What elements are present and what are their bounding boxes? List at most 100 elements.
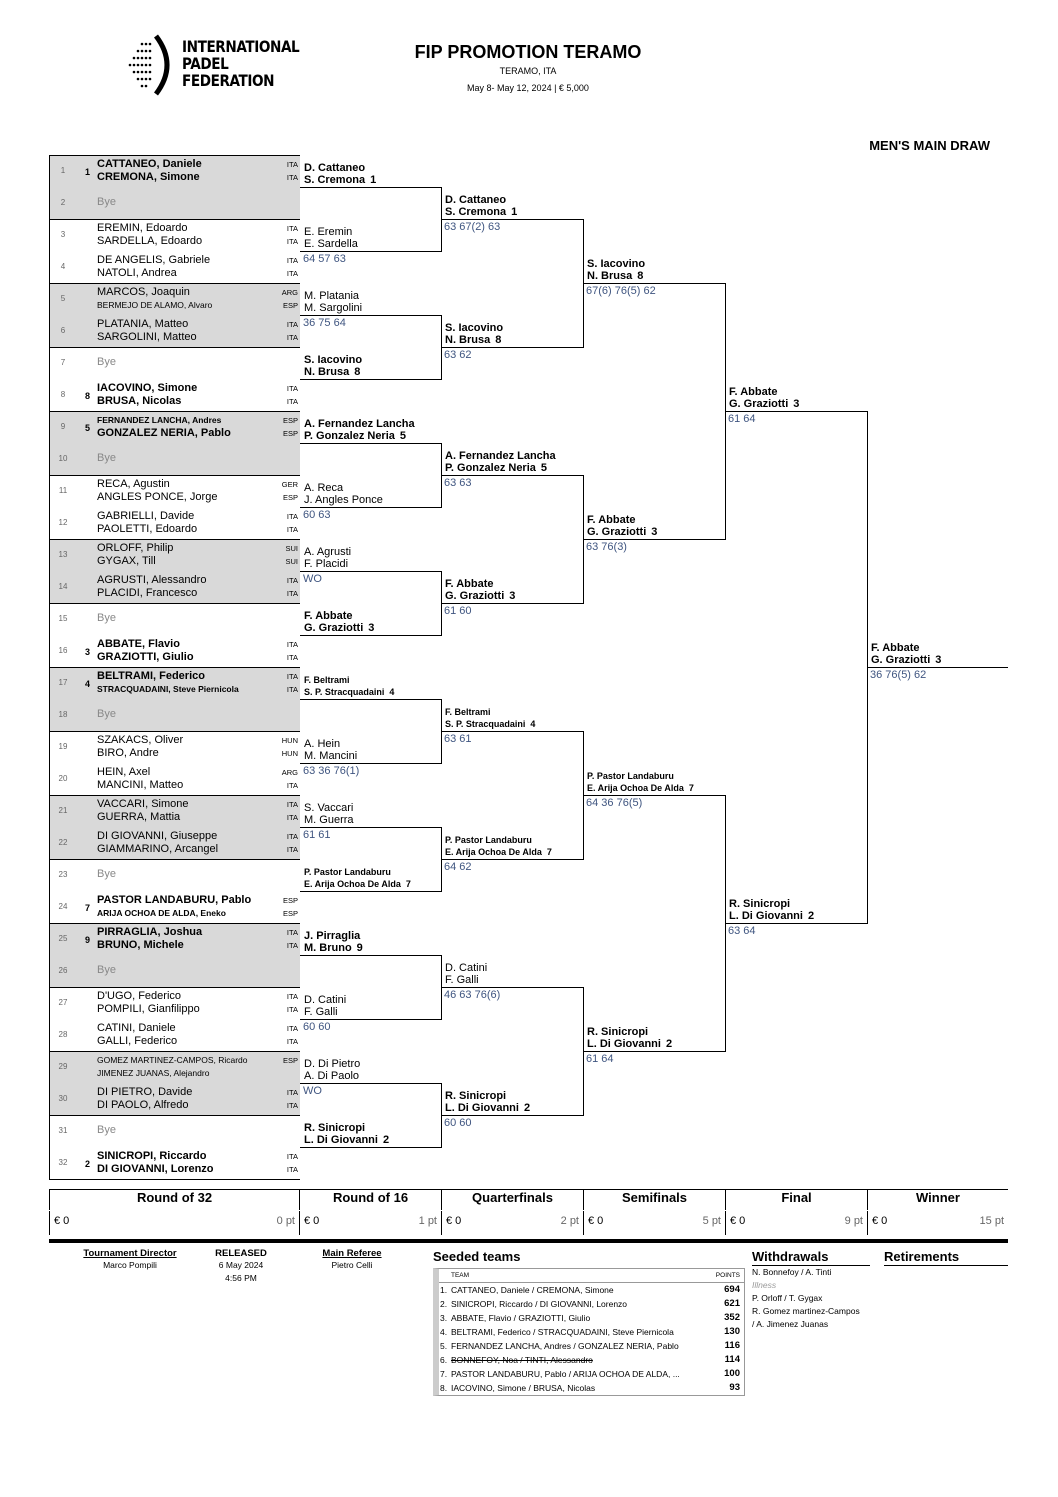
bracket-line	[300, 251, 441, 252]
round-header-2: Quarterfinals	[441, 1190, 583, 1210]
player-nation: ARG	[281, 288, 298, 297]
winner-player-1: A. Fernandez Lancha	[304, 418, 415, 430]
winner-player-2: F. Placidi	[304, 558, 351, 570]
entry-number: 23	[58, 870, 68, 879]
winner-player-2: S. P. Stracquadaini 4	[304, 686, 394, 698]
director-name: Marco Pompili	[103, 1260, 157, 1270]
player-name: GALLI, Federico	[97, 1035, 178, 1047]
match-winner: M. Platania M. Sargolini	[304, 290, 362, 314]
player-name: BELTRAMI, Federico	[97, 670, 205, 682]
match-winner: A. Reca J. Angles Ponce	[304, 482, 383, 506]
winner-player-1: S. Iacovino	[587, 258, 646, 270]
match-score: 63 63	[444, 477, 472, 489]
player-name: DI PAOLO, Alfredo	[97, 1099, 189, 1111]
player-name: ARIJA OCHOA DE ALDA, Eneko	[97, 908, 226, 918]
match-winner: D. Cattaneo S. Cremona 1	[304, 162, 376, 186]
winner-player-2: P. Gonzalez Neria 5	[445, 462, 556, 474]
match-score: 63 62	[444, 349, 472, 361]
winner-player-2: P. Gonzalez Neria 5	[304, 430, 415, 442]
seeded-team-left: 3. ABBATE, Flavio / GRAZIOTTI, Giulio	[439, 1311, 590, 1325]
round-prize-cell: € 0 2 pt	[441, 1211, 583, 1235]
winner-player-2-name: L. Di Giovanni	[304, 1134, 378, 1146]
winner-player-1: P. Pastor Landaburu	[304, 867, 391, 877]
entry-number: 30	[58, 1094, 68, 1103]
seeded-team-row: 3. ABBATE, Flavio / GRAZIOTTI, Giulio 352	[439, 1311, 744, 1325]
seeded-team-points: 621	[724, 1298, 740, 1309]
player-name: GOMEZ MARTINEZ-CAMPOS, Ricardo	[97, 1055, 248, 1065]
player-name: GABRIELLI, Davide	[97, 510, 195, 522]
prize-money: € 0	[588, 1215, 604, 1227]
seeded-team-row: 6. BONNEFOY, Noa / TINTI, Alessandro 114	[439, 1353, 744, 1367]
player-nation: ITA	[286, 333, 298, 342]
team-col-header: TEAM	[451, 1272, 470, 1279]
winner-player-2-name: S. Cremona	[304, 174, 366, 186]
player-nation: ITA	[286, 160, 298, 169]
bracket-line	[583, 283, 725, 284]
seeded-team-name: ABBATE, Flavio / GRAZIOTTI, Giulio	[451, 1313, 591, 1323]
player-name: PLACIDI, Francesco	[97, 587, 198, 599]
match-score: 63 67(2) 63	[444, 221, 501, 233]
row-divider	[49, 283, 300, 284]
player-nation: ITA	[286, 928, 298, 937]
bye-label: Bye	[97, 612, 116, 624]
winner-player-2-name: M. Bruno	[304, 942, 352, 954]
entry-number: 32	[58, 1158, 68, 1167]
match-winner: F. Abbate G. Graziotti 3	[304, 610, 374, 634]
seeded-team-points: 100	[724, 1368, 740, 1379]
seeded-title: Seeded teams	[433, 1249, 521, 1264]
released: RELEASED 6 May 2024 4:56 PM	[205, 1248, 277, 1285]
tournament-dates: May 8- May 12, 2024 | € 5,000	[467, 83, 589, 93]
bracket-line	[300, 1083, 441, 1084]
player-nation: ITA	[286, 640, 298, 649]
seeded-header: TEAM POINTS	[439, 1269, 744, 1283]
player-nation: ITA	[286, 800, 298, 809]
match-score: 63 61	[444, 733, 472, 745]
match-winner: D. Catini F. Galli	[445, 962, 487, 986]
draw-entry-row: 32 2 SINICROPI, Riccardo ITA DI GIOVANNI, Lo…	[49, 1147, 300, 1179]
row-divider	[49, 667, 300, 668]
seeded-team-left: 8. IACOVINO, Simone / BRUSA, Nicolas	[439, 1381, 595, 1395]
seeded-team-left: 2. SINICROPI, Riccardo / DI GIOVANNI, Lor…	[439, 1297, 627, 1311]
winner-seed: 7	[405, 879, 411, 889]
row-divider	[49, 1179, 300, 1180]
round-header-5: Winner	[867, 1190, 1008, 1210]
player-nation: ITA	[286, 941, 298, 950]
bracket-line	[441, 347, 583, 348]
draw-title: MEN'S MAIN DRAW	[869, 138, 990, 153]
winner-player-1: D. Catini	[304, 994, 347, 1006]
player-nation: SUI	[285, 557, 298, 566]
match-score: 36 75 64	[303, 317, 346, 329]
winner-player-2-name: G. Graziotti	[587, 526, 647, 538]
winner-player-2-name: E. Arija Ochoa De Alda	[587, 783, 684, 793]
winner-player-1: D. Catini	[445, 962, 488, 974]
draw-entry-row: 12 GABRIELLI, Davide ITA PAOLETTI, Edoardo I…	[49, 507, 300, 539]
player-name: D'UGO, Federico	[97, 990, 182, 1002]
winner-seed: 3	[935, 654, 942, 666]
draw-entry-row: 5 MARCOS, Joaquin ARG BERMEJO DE ALAMO, Alv…	[49, 283, 300, 315]
winner-player-1: S. Iacovino	[445, 322, 504, 334]
winner-player-2-name: P. Gonzalez Neria	[445, 462, 536, 474]
seeded-team-row: 2. SINICROPI, Riccardo / DI GIOVANNI, Lor…	[439, 1297, 744, 1311]
match-score: 64 57 63	[303, 253, 346, 265]
match-score: 63 36 76(1)	[303, 765, 360, 777]
match-winner: R. Sinicropi L. Di Giovanni 2	[445, 1090, 530, 1114]
entry-number: 26	[58, 966, 68, 975]
entry-number: 3	[60, 230, 66, 239]
winner-player-2: L. Di Giovanni 2	[729, 910, 814, 922]
withdrawal-entry: / A. Jimenez Juanas	[752, 1319, 829, 1329]
match-winner: P. Pastor Landaburu E. Arija Ochoa De Ald…	[445, 834, 552, 858]
entry-number: 28	[58, 1030, 68, 1039]
draw-entry-row: 6 PLATANIA, Matteo ITA SARGOLINI, Matteo ITA	[49, 315, 300, 347]
bracket-line	[300, 187, 441, 188]
seeded-team-name: IACOVINO, Simone / BRUSA, Nicolas	[451, 1383, 596, 1393]
match-score: 46 63 76(6)	[444, 989, 501, 1001]
row-divider	[49, 1051, 300, 1052]
match-score: 64 36 76(5)	[586, 797, 643, 809]
withdrawal-reason: Illness	[752, 1280, 777, 1290]
player-name: CATTANEO, Daniele	[97, 158, 202, 170]
player-name: BRUNO, Michele	[97, 939, 184, 951]
match-winner: P. Pastor Landaburu E. Arija Ochoa De Ald…	[587, 770, 694, 794]
seed-number: 7	[85, 903, 91, 913]
player-name: AGRUSTI, Alessandro	[97, 574, 207, 586]
winner-player-2: S. Cremona 1	[445, 206, 517, 218]
